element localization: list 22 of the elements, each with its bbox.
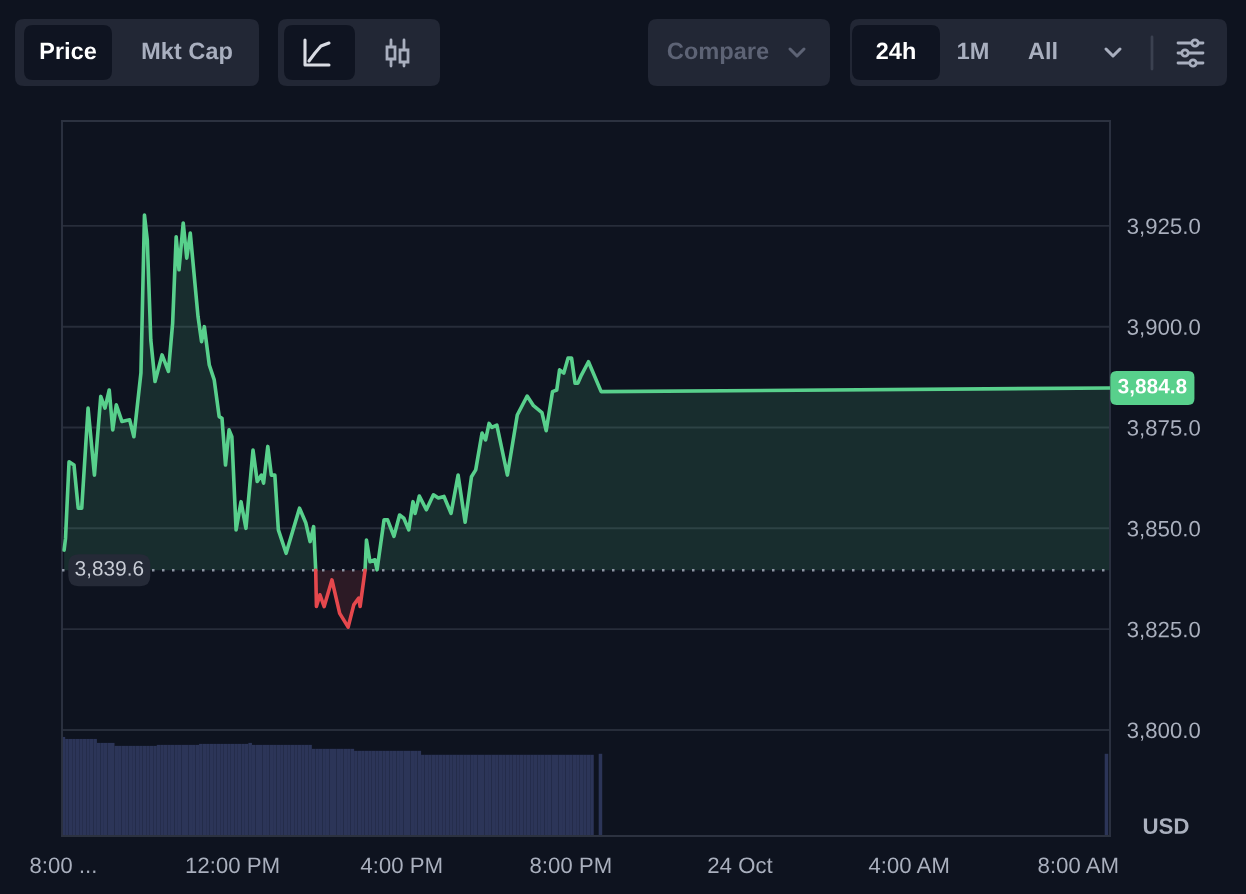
x-tick-label: 4:00 PM: [360, 857, 442, 874]
text: Compare: [667, 42, 769, 64]
y-tick-label: 3,825.0: [1127, 621, 1200, 641]
y-tick-label: 3,800.0: [1127, 722, 1200, 741]
x-tick-label: 24 Oct: [708, 857, 773, 874]
y-axis-title: USD: [1143, 818, 1189, 834]
annotation: 3,884.8: [1118, 378, 1187, 397]
y-tick-label: 3,925.0: [1127, 218, 1200, 237]
x-tick-label: 8:00 ...: [30, 857, 96, 874]
text: 24h: [876, 42, 915, 60]
text: Mkt Cap: [142, 42, 232, 64]
ref-line-label: 3,839.6: [75, 561, 144, 579]
x-tick-label: 8:00 AM: [1038, 857, 1118, 874]
x-tick-label: 12:00 PM: [186, 857, 279, 874]
y-tick-label: 3,900.0: [1127, 319, 1200, 338]
x-tick-label: 4:00 AM: [868, 857, 949, 874]
text: Price: [40, 42, 97, 60]
text: All: [1028, 42, 1057, 60]
y-tick-label: 3,850.0: [1127, 520, 1200, 540]
text: 1M: [958, 42, 988, 60]
y-tick-label: 3,875.0: [1127, 420, 1200, 439]
x-tick-label: 8:00 PM: [530, 857, 611, 874]
